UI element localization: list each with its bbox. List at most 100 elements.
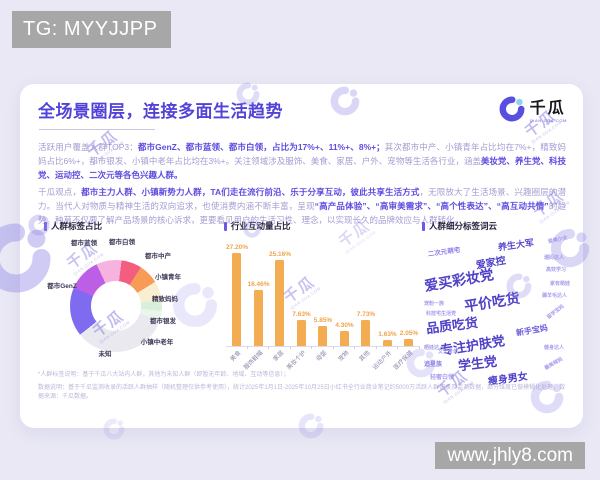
donut-hole <box>91 281 141 331</box>
bar-value-label: 27.20% <box>225 243 249 251</box>
header-marker-icon <box>224 221 227 231</box>
cloud-word: 宠粉一族 <box>424 301 445 307</box>
donut-slice-label: 都市蓝领11.61% <box>71 240 97 247</box>
cloud-word: 品质吃货 <box>425 314 479 337</box>
donut-panel: 人群标签占比 都市白领8.87% 都市中产7.16% 小镇青年7.12% 精致妈妈6.… <box>34 220 224 380</box>
cloud-word: 学生党 <box>457 353 498 374</box>
cloud-word: 潮妈达人 <box>544 255 565 261</box>
cloud-word: 平价吃货 <box>463 289 521 315</box>
brand-name: 千瓜 <box>529 99 566 117</box>
cloud-word: 最美辣妈 <box>543 356 564 372</box>
bar-value-label: 7.63% <box>292 310 311 318</box>
bar-column: 27.20% 美食 <box>226 240 248 363</box>
chart-panels: 人群标签占比 都市白领8.87% 都市中产7.16% 小镇青年7.12% 精致妈妈6.… <box>34 220 575 388</box>
bar-column: 1.63% 运动户外 <box>372 240 399 371</box>
header-marker-icon <box>422 221 425 231</box>
brand-domain: QIAN-GUA.COM <box>529 117 567 123</box>
bar <box>339 331 349 346</box>
wordcloud-panel-header: 人群细分标签词云 <box>422 220 575 232</box>
donut-slice-label: 都市GenZ17.17% <box>47 283 77 290</box>
cloud-word: 文艺青年 <box>438 349 459 355</box>
text-segment: 都市GenZ、都市蓝领、都市白领，占比为17%+、11%+、8%+； <box>137 142 385 152</box>
bar-column: 7.73% 其他 <box>355 240 377 363</box>
qiangua-logo-icon <box>499 96 525 127</box>
bar <box>404 339 413 346</box>
cloud-word: 新手宝妈 <box>515 323 549 338</box>
bar-column: 4.30% 宠物 <box>334 240 356 363</box>
body-text: 活跃用户覆盖人群TOP3：都市GenZ、都市蓝领、都市白领，占比为17%+、11… <box>38 140 566 230</box>
donut-slice-label: 都市银发3.83% <box>150 318 176 325</box>
qiangua-logo: 千瓜 QIAN-GUA.COM <box>499 96 567 127</box>
page-title: 全场景圈层，连接多面生活趋势 <box>38 102 283 121</box>
cloud-word: 二次元萌宅 <box>427 246 461 259</box>
cloud-word: 爱买彩妆党 <box>423 266 495 294</box>
donut-slice-label: 未知34.21% <box>98 351 112 358</box>
bar-value-label: 7.73% <box>356 310 376 318</box>
text-segment: 美妆党、养生党、科技党、运动控、二次元等各色兴趣人群。 <box>38 156 566 180</box>
text-segment: 其次都市中产、小镇青年占比均在7%+，精致妈妈占比6%+，都市银发、小镇中老年占… <box>38 142 566 166</box>
bar-category-label: 美食 <box>230 350 243 363</box>
cloud-word: 留学宝妈 <box>545 303 566 321</box>
donut-slice-label: 小镇中老年3.33% <box>140 339 174 346</box>
bar-value-label: 5.85% <box>313 317 333 324</box>
intro-paragraph: 活跃用户覆盖人群TOP3：都市GenZ、都市蓝领、都市白领，占比为17%+、11… <box>38 140 566 182</box>
wordcloud-panel: 人群细分标签词云 二次元萌宅 养生大军 爱美少女 爱家控 潮妈达人 高效学习 爱买彩妆党 宠粉… <box>422 220 575 388</box>
bar-value-label: 16.46% <box>247 280 270 288</box>
bar-column: 7.63% 美妆个护 <box>286 240 313 371</box>
footnote-1: *人群标签说明：基于千瓜八大站内人群，其他为未知人群（即暂无年龄、地域、互动等信… <box>38 372 290 378</box>
bar-column: 16.46% 服饰鞋帽 <box>243 240 269 372</box>
bar-panel: 行业互动量占比 27.20% 美食 16.46% 服饰鞋帽 25.16% 家居 7.63% 美… <box>224 220 422 380</box>
text-segment: “高产品体验”、“高审美需求”、“高个性表达”、“高互动共情” <box>314 201 549 211</box>
bar-category-label: 母婴 <box>316 350 329 363</box>
x-axis <box>226 346 420 347</box>
bar <box>318 326 327 346</box>
bar-value-label: 25.16% <box>268 250 292 258</box>
bar <box>232 253 241 346</box>
cloud-word: 追星族 <box>424 362 443 368</box>
donut-chart: 都市白领8.87% 都市中产7.16% 小镇青年7.12% 精致妈妈6.70% 都市银发… <box>34 234 224 380</box>
bar-category-label: 宠物 <box>337 350 351 363</box>
bar <box>275 260 284 346</box>
donut-slice-label: 都市白领8.87% <box>109 239 135 246</box>
footnote-2: 数据说明：基于千瓜监测收录的活跃人群抽样（随机整理仅供参考使用），统计2025年… <box>38 385 566 400</box>
bar-value-label: 1.63% <box>378 331 397 339</box>
donut-panel-title: 人群标签占比 <box>51 221 103 231</box>
text-segment: 千瓜观点， <box>38 187 82 197</box>
bar-column: 5.85% 母婴 <box>312 240 334 363</box>
bar <box>253 289 263 346</box>
donut-slice-label: 小镇青年7.12% <box>155 274 181 281</box>
text-segment: 活跃用户覆盖人群TOP3： <box>38 142 138 152</box>
cloud-word: 家有萌娃 <box>550 281 571 287</box>
word-cloud: 二次元萌宅 养生大军 爱美少女 爱家控 潮妈达人 高效学习 爱买彩妆党 宠粉一族 家有萌娃 科技宅… <box>423 234 575 388</box>
header-marker-icon <box>44 221 47 231</box>
bar-value-label: 4.30% <box>335 322 354 330</box>
bar <box>361 319 370 346</box>
viewpoint-paragraph: 千瓜观点，都市主力人群、小镇新势力人群，TA们走在流行前沿、乐于分享互动，彼此共… <box>38 185 566 227</box>
donut-ring <box>70 260 162 352</box>
donut-panel-header: 人群标签占比 <box>34 220 224 232</box>
bar-column: 25.16% 家居 <box>269 240 291 363</box>
cloud-word: 养生大军 <box>497 237 535 253</box>
bar-category-label: 其他 <box>359 350 372 363</box>
text-segment: 的趋势。种草不仅要了解产品场景的核心诉求，更要看见用户的生活习性、理念，以实现长… <box>38 201 566 225</box>
bar <box>296 319 306 346</box>
bar-chart: 27.20% 美食 16.46% 服饰鞋帽 25.16% 家居 7.63% 美妆个护 5.85%… <box>224 226 422 376</box>
report-card: 全场景圈层，连接多面生活趋势 千瓜 QIAN-GUA.COM 活跃用户覆盖人群T… <box>20 84 583 428</box>
bar-column: 2.05% 医疗保健 <box>394 240 420 371</box>
cloud-word: 爱美少女 <box>547 234 569 246</box>
cloud-word: 高效学习 <box>546 267 567 273</box>
text-segment: ，无限放大了生活场景、兴趣圈层的潜力。当代人对物质与精神生活的双向追求，也使消费… <box>38 187 566 211</box>
donut-slice-label: 都市中产7.16% <box>145 253 171 260</box>
bar-value-label: 2.05% <box>399 330 419 337</box>
cloud-word: 健身达人 <box>544 345 565 351</box>
bar-panel-header: 行业互动量占比 <box>224 220 422 232</box>
cloud-word: 科技宅生活党 <box>426 311 457 317</box>
cloud-word: 晒娃达人 <box>424 345 445 351</box>
bar-panel-title: 行业互动量占比 <box>231 221 291 231</box>
cloud-word: 薅羊毛达人 <box>542 293 568 299</box>
wordcloud-panel-title: 人群细分标签词云 <box>429 221 498 231</box>
text-segment: 都市主力人群、小镇新势力人群，TA们走在流行前沿、乐于分享互动，彼此共享生活方式 <box>81 187 420 197</box>
cloud-word: 轻奢白领 <box>430 375 455 381</box>
telegram-badge: TG: MYYJJPP <box>12 11 172 48</box>
title-divider <box>39 129 155 130</box>
